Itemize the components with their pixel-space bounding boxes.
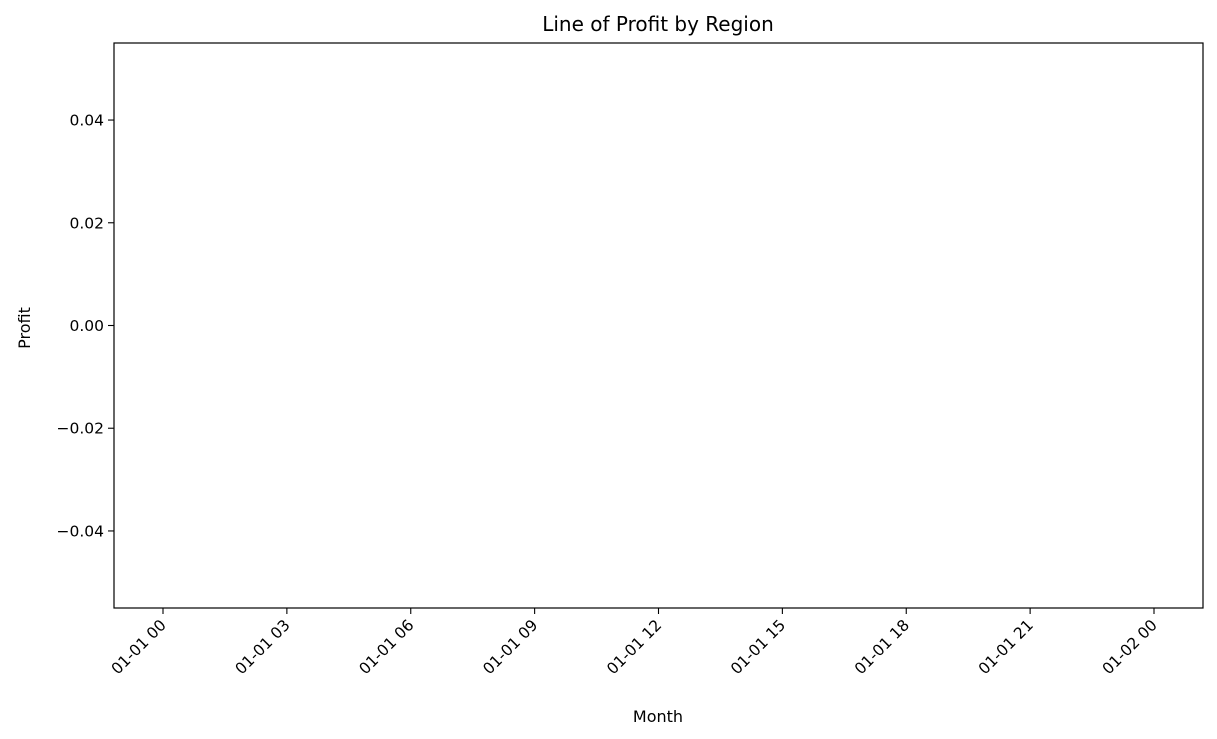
y-axis: 0.04 0.02 0.00 −0.02 −0.04 (57, 112, 114, 540)
y-tick-label: 0.04 (69, 112, 104, 130)
x-axis-label: Month (633, 707, 683, 726)
y-tick-label: 0.02 (69, 214, 104, 232)
y-tick-label: −0.04 (57, 522, 105, 540)
y-tick-label: 0.00 (69, 317, 104, 335)
y-tick-label: −0.02 (57, 420, 105, 438)
chart-title: Line of Profit by Region (542, 12, 774, 36)
y-axis-label: Profit (15, 307, 34, 349)
